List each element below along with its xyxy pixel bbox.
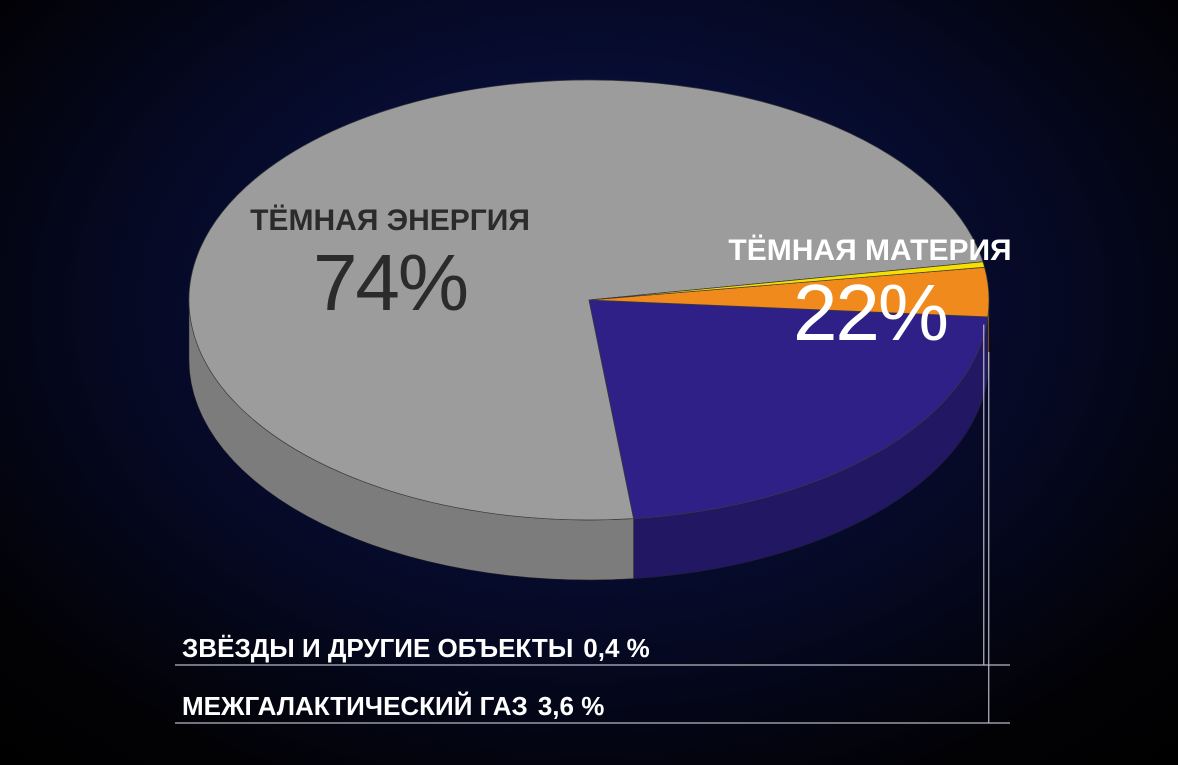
callout-text-intergalactic_gas: МЕЖГАЛАКТИЧЕСКИЙ ГАЗ3,6 %	[182, 691, 604, 721]
slice-value-dark_matter: 22%	[793, 268, 947, 357]
pie-chart: ТЁМНАЯ ЭНЕРГИЯ74% ТЁМНАЯ МАТЕРИЯ22% ЗВЁЗДЫ…	[0, 0, 1178, 765]
slice-value-dark_energy: 74%	[313, 238, 467, 327]
callout-text-stars: ЗВЁЗДЫ И ДРУГИЕ ОБЪЕКТЫ0,4 %	[182, 633, 650, 663]
slice-label-dark_matter: ТЁМНАЯ МАТЕРИЯ	[728, 234, 1011, 267]
slice-label-dark_energy: ТЁМНАЯ ЭНЕРГИЯ	[250, 204, 530, 237]
